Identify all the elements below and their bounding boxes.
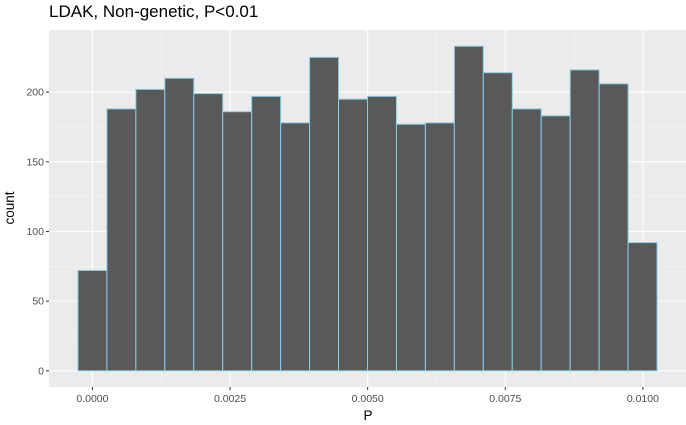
histogram-bar: [164, 77, 195, 372]
histogram-bar: [395, 123, 426, 372]
histogram-bar: [222, 111, 253, 372]
histogram-bar: [424, 122, 455, 372]
chart-title: LDAK, Non-genetic, P<0.01: [49, 2, 258, 21]
histogram-bar: [367, 95, 397, 372]
histogram-bar: [77, 269, 108, 372]
y-tick-label: 50: [32, 296, 44, 308]
y-tick-label: 0: [38, 365, 44, 377]
histogram-bar: [135, 88, 166, 372]
histogram-bar: [569, 69, 600, 372]
histogram-bar: [511, 108, 542, 372]
y-axis-title: count: [2, 191, 17, 224]
x-tick-label: 0.0075: [489, 393, 521, 405]
histogram-bar: [193, 93, 224, 372]
histogram-bar: [251, 95, 282, 372]
histogram-bar: [482, 72, 513, 372]
x-tick-label: 0.0025: [214, 393, 246, 405]
y-axis: 0 50 100 150 200: [26, 87, 49, 377]
y-tick-label: 150: [26, 156, 44, 168]
x-axis: 0.0000 0.0025 0.0050 0.0075 0.0100: [76, 387, 659, 405]
x-tick-label: 0.0000: [76, 393, 108, 405]
histogram-bar: [598, 83, 629, 372]
x-tick-label: 0.0050: [352, 393, 384, 405]
x-tick-label: 0.0100: [627, 393, 659, 405]
bars: [77, 45, 658, 372]
histogram-bar: [280, 122, 311, 372]
histogram-bar: [338, 98, 368, 372]
histogram-bar: [453, 45, 484, 372]
histogram-bar: [540, 115, 571, 372]
histogram-bar: [627, 242, 658, 372]
y-tick-label: 100: [26, 226, 44, 238]
histogram-bar: [106, 108, 137, 372]
y-tick-label: 200: [26, 87, 44, 99]
x-axis-title: P: [363, 408, 372, 423]
histogram-bar: [309, 56, 340, 372]
